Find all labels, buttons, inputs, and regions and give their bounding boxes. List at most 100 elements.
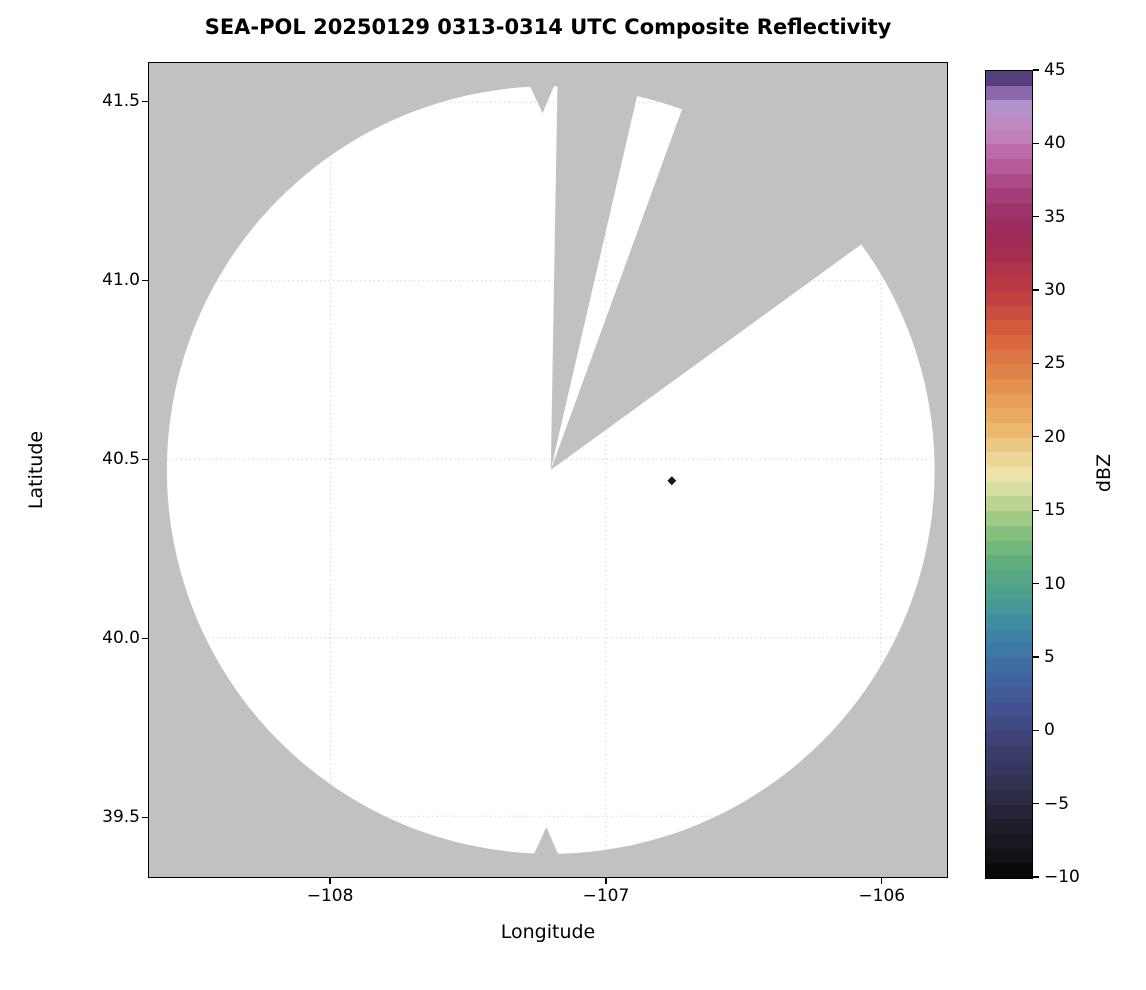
colorbar-band [986,71,1032,86]
colorbar-band [986,115,1032,130]
y-tick-mark [142,637,148,639]
colorbar-band [986,643,1032,658]
colorbar-tick-mark [1033,729,1039,731]
colorbar-band [986,613,1032,629]
colorbar-band [986,232,1032,248]
colorbar-band [986,511,1032,526]
colorbar-band [986,804,1032,820]
colorbar-band [986,628,1032,644]
y-tick-label: 41.0 [102,270,140,291]
colorbar-band [986,100,1032,116]
x-tick-label: −107 [582,886,630,906]
colorbar-band [986,525,1032,541]
colorbar-band [986,393,1032,409]
colorbar-band [986,217,1032,233]
missing-sector-wedge [550,63,645,470]
edge-notch [526,77,558,114]
colorbar-band [986,349,1032,365]
x-tick-mark [605,878,607,884]
colorbar-band [986,335,1032,350]
y-tick-label: 39.5 [102,807,140,828]
colorbar-band [986,320,1032,336]
colorbar-band [986,496,1032,512]
colorbar-tick-label: 35 [1044,206,1066,227]
missing-sector-wedge [550,63,947,470]
colorbar-band [986,833,1032,849]
colorbar-band [986,188,1032,204]
colorbar-tick-label: −5 [1044,793,1070,814]
colorbar-tick-mark [1033,509,1039,511]
colorbar-tick-label: 30 [1044,280,1066,301]
colorbar-tick-label: 10 [1044,573,1066,594]
colorbar-band [986,129,1032,145]
x-tick-mark [329,878,331,884]
radar-plot-axes [148,62,948,878]
colorbar-band [986,173,1032,189]
y-axis-label: Latitude [25,430,47,510]
colorbar-tick-mark [1033,69,1039,71]
colorbar-tick-mark [1033,289,1039,291]
y-tick-mark [142,816,148,818]
colorbar-gradient [986,71,1032,878]
colorbar-band [986,672,1032,688]
colorbar-band [986,540,1032,556]
colorbar-band [986,452,1032,468]
colorbar-band [986,437,1032,453]
colorbar-band [986,467,1032,482]
colorbar-band [986,731,1032,746]
colorbar-band [986,863,1032,878]
radar-coverage-map [149,63,947,877]
colorbar-band [986,379,1032,394]
y-tick-mark [142,279,148,281]
colorbar-tick-mark [1033,582,1039,585]
colorbar-band [986,745,1032,761]
plot-title: SEA-POL 20250129 0313-0314 UTC Composite… [204,15,892,39]
colorbar-band [986,716,1032,732]
colorbar-tick-mark [1033,142,1039,144]
y-tick-label: 41.5 [102,91,140,112]
colorbar-tick-label: 20 [1044,426,1066,447]
colorbar-band [986,599,1032,614]
x-axis-label: Longitude [500,921,596,943]
y-tick-label: 40.0 [102,628,140,649]
colorbar-band [986,291,1032,306]
colorbar-band [986,85,1032,101]
colorbar-band [986,584,1032,600]
colorbar-tick-mark [1033,216,1039,218]
colorbar-band [986,247,1032,262]
reflectivity-echo-point [667,476,677,486]
colorbar [985,70,1033,879]
colorbar-tick-label: 45 [1044,60,1066,80]
colorbar-tick-mark [1033,802,1039,805]
colorbar-band [986,848,1032,864]
colorbar-band [986,687,1032,702]
y-tick-mark [142,458,148,460]
colorbar-tick-label: 15 [1044,500,1066,521]
colorbar-band [986,760,1032,776]
colorbar-tick-mark [1033,362,1039,365]
colorbar-band [986,276,1032,292]
colorbar-band [986,789,1032,805]
y-tick-mark [142,100,148,102]
colorbar-label: dBZ [1093,453,1115,493]
colorbar-tick-label: −10 [1044,867,1080,887]
colorbar-band [986,144,1032,160]
colorbar-tick-mark [1033,656,1039,658]
colorbar-band [986,408,1032,424]
x-tick-label: −108 [306,886,354,906]
colorbar-tick-label: 25 [1044,353,1066,374]
colorbar-band [986,819,1032,834]
colorbar-band [986,203,1032,218]
colorbar-band [986,569,1032,585]
colorbar-tick-label: 40 [1044,133,1066,154]
colorbar-band [986,555,1032,570]
colorbar-band [986,261,1032,277]
colorbar-tick-mark [1033,876,1039,878]
y-tick-label: 40.5 [102,449,140,470]
colorbar-band [986,159,1032,174]
colorbar-band [986,364,1032,380]
colorbar-band [986,481,1032,497]
x-tick-label: −106 [858,886,906,906]
edge-notch [530,826,562,863]
